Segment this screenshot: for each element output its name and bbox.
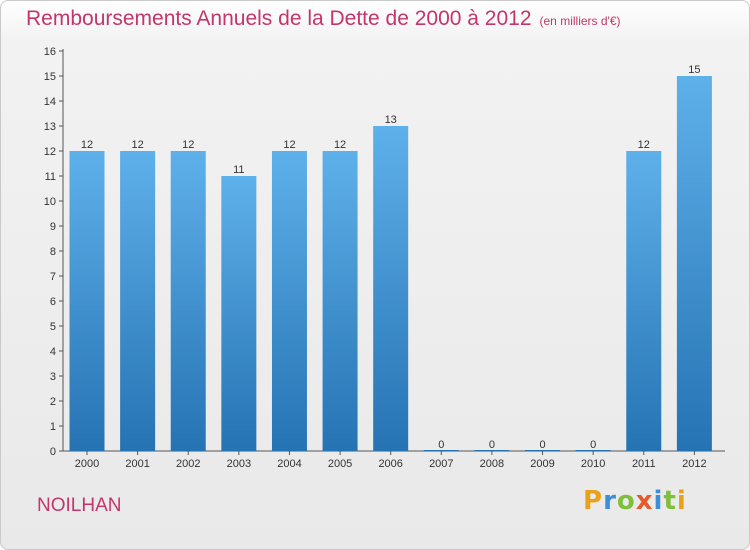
x-tick-label-2009: 2009 [530,458,554,470]
y-tick-label: 8 [50,246,56,258]
x-tick-label-2003: 2003 [227,458,251,470]
x-tick-label-2007: 2007 [429,458,453,470]
x-tick-label-2004: 2004 [277,458,301,470]
bar-2012 [676,76,712,451]
y-tick-label: 2 [50,396,56,408]
x-tick-label-2010: 2010 [581,458,605,470]
bar-2008 [474,450,510,451]
bar-2003 [221,176,257,451]
logo-letter: i [653,486,664,516]
commune-name: NOILHAN [37,495,122,516]
x-tick-label-2002: 2002 [176,458,200,470]
data-label-2007: 0 [438,439,444,451]
y-tick-label: 10 [44,196,56,208]
logo-letter: P [583,486,604,516]
data-label-2003: 11 [233,164,244,176]
bar-2001 [120,151,156,451]
y-tick-label: 16 [44,46,56,58]
x-tick-label-2011: 2011 [632,458,656,470]
bar-2002 [170,151,206,451]
y-tick-label: 14 [44,96,56,108]
logo-letter: i [676,486,687,516]
logo-letter: o [616,486,636,516]
x-tick-label-2001: 2001 [125,458,149,470]
x-tick-label-2000: 2000 [75,458,99,470]
y-tick-label: 7 [50,271,56,283]
proxiti-logo: Proxiti [583,486,687,516]
bar-2007 [423,450,459,451]
y-tick-label: 9 [50,221,56,233]
x-tick-label-2012: 2012 [682,458,706,470]
data-label-2011: 12 [638,139,650,151]
logo-letter: r [603,486,617,516]
data-label-2009: 0 [539,439,545,451]
logo-letter: t [663,486,677,516]
y-tick-label: 15 [44,71,56,83]
y-tick-label: 11 [45,171,56,183]
data-label-2000: 12 [81,139,93,151]
bar-2000 [69,151,105,451]
y-tick-label: 3 [50,371,56,383]
data-label-2002: 12 [182,139,194,151]
data-label-2006: 13 [385,114,397,126]
bar-2011 [626,151,662,451]
y-tick-label: 0 [50,446,56,458]
chart-title-text: Remboursements Annuels de la Dette de 20… [26,7,532,30]
bar-2010 [575,450,611,451]
data-label-2010: 0 [590,439,596,451]
x-tick-label-2006: 2006 [378,458,402,470]
bar-2005 [322,151,358,451]
y-tick-label: 5 [50,321,56,333]
chart-title: Remboursements Annuels de la Dette de 20… [26,7,621,31]
x-tick-label-2008: 2008 [480,458,504,470]
y-tick-label: 12 [44,146,56,158]
logo-letter: x [635,486,654,516]
y-tick-label: 1 [50,421,56,433]
chart-subtitle: (en milliers d'€) [539,14,621,28]
y-tick-label: 4 [50,346,56,358]
x-tick-label-2005: 2005 [328,458,352,470]
bar-2009 [525,450,561,451]
data-label-2005: 12 [334,139,346,151]
data-label-2008: 0 [489,439,495,451]
y-tick-label: 13 [44,121,56,133]
bar-2006 [373,126,409,451]
data-label-2004: 12 [283,139,295,151]
bar-2004 [271,151,307,451]
y-tick-label: 6 [50,296,56,308]
data-label-2001: 12 [131,139,143,151]
data-label-2012: 15 [688,64,700,76]
